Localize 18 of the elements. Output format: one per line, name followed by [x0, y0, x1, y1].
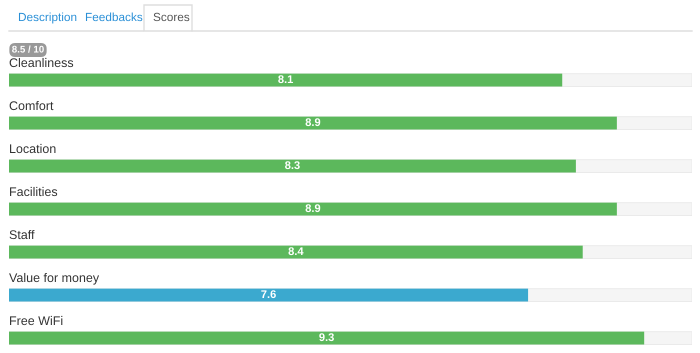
data-label: 8.3 — [285, 161, 300, 170]
y-tick-label: Comfort — [10, 100, 54, 110]
y-tick-label: Location — [10, 144, 56, 154]
y-tick-label: Facilities — [10, 186, 58, 196]
text: Description — [18, 12, 76, 24]
data-label: 8.4 — [288, 247, 304, 256]
data-label: 8.9 — [306, 204, 320, 212]
data-label: 7.6 — [261, 290, 276, 298]
y-tick-label: Staff — [10, 230, 35, 240]
data-label: 9.3 — [319, 333, 334, 342]
text: Feedbacks — [86, 12, 142, 22]
data-label: 8.9 — [306, 118, 320, 126]
data-label: 8.1 — [278, 75, 294, 84]
text: Scores — [154, 12, 190, 22]
y-tick-label: Cleanliness — [10, 58, 74, 68]
y-tick-label: Free WiFi — [10, 316, 62, 326]
y-tick-label: Value for money — [9, 272, 100, 285]
annotation: 8.5 / 10 — [12, 45, 44, 53]
